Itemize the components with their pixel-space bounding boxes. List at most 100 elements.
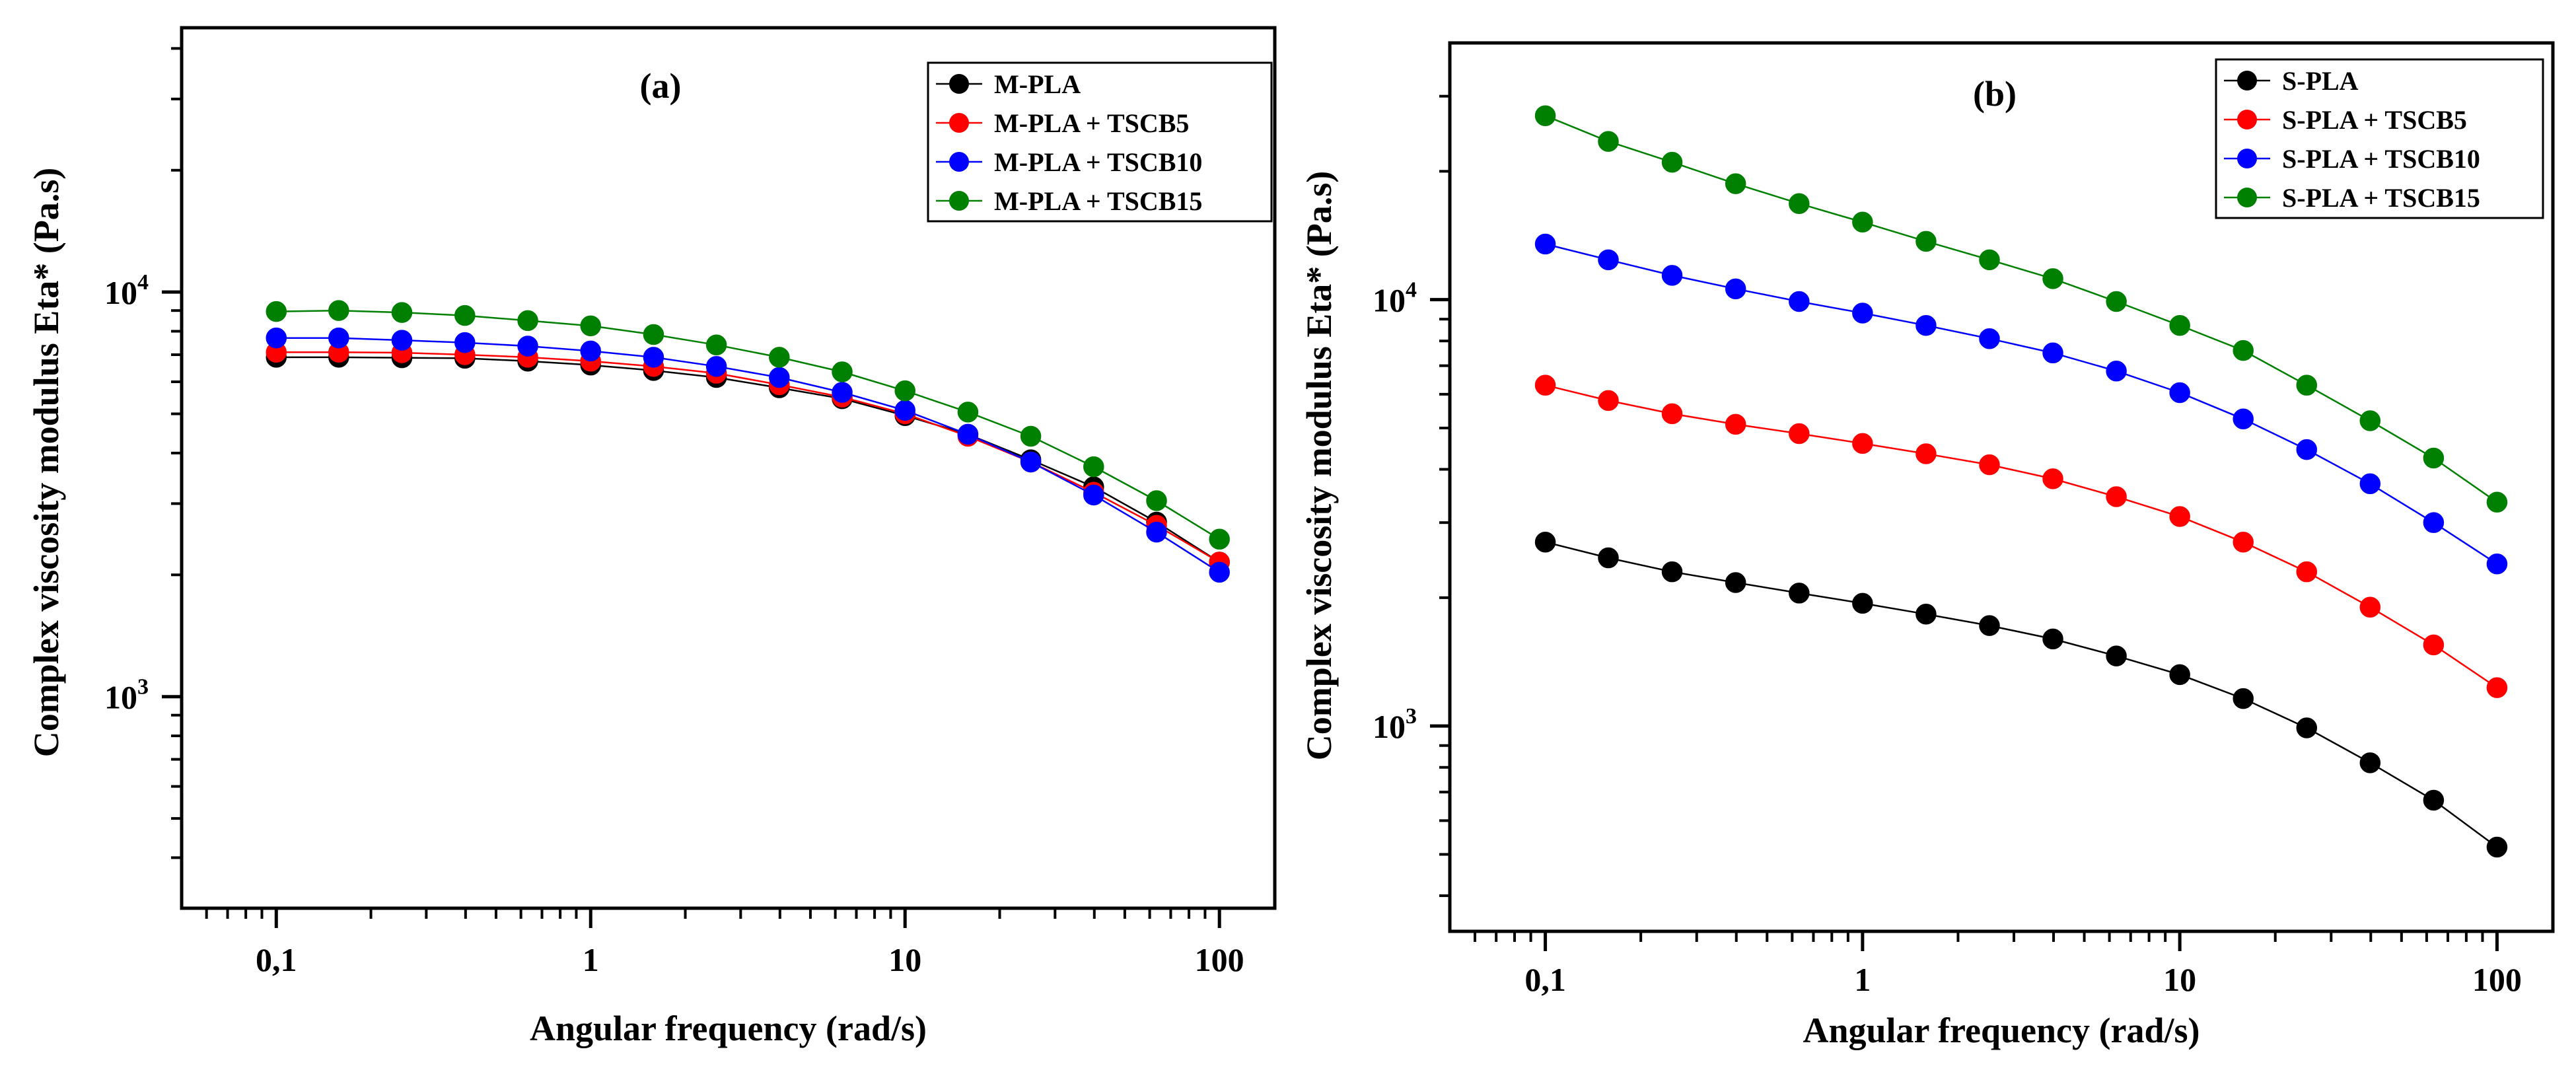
data-point (832, 382, 853, 403)
data-point (705, 355, 727, 377)
data-point (2106, 291, 2127, 312)
data-point (1725, 173, 1746, 194)
series-m-pla-tscb5 (266, 341, 1230, 573)
series-s-pla-tscb10 (1534, 233, 2508, 575)
data-point (1915, 604, 1937, 625)
data-point (1915, 314, 1937, 336)
data-point (266, 301, 287, 322)
x-tick-label: 10 (2163, 961, 2196, 998)
data-point (2296, 717, 2318, 738)
y-tick-mantissa: 10 (104, 274, 137, 311)
data-point (769, 367, 790, 388)
data-point (1534, 375, 1556, 396)
data-point (2423, 512, 2445, 533)
legend-box (2215, 58, 2544, 219)
data-point (1661, 403, 1683, 425)
data-point (1725, 413, 1746, 435)
data-point (2359, 410, 2381, 431)
data-point (1789, 193, 1810, 214)
data-point (1598, 547, 1619, 569)
data-point (1083, 456, 1104, 478)
y-minor-ticks (1439, 94, 1450, 898)
data-point (1789, 291, 1810, 312)
data-point (1852, 303, 1873, 324)
data-point (2296, 439, 2318, 460)
series-s-pla-tscb15 (1534, 105, 2508, 513)
legend-label: M-PLA (994, 69, 1081, 99)
panel-tag: (a) (640, 66, 682, 106)
x-minor-ticks (205, 908, 1207, 919)
data-point (2233, 688, 2254, 709)
x-minor-ticks (1474, 931, 2484, 942)
series-line (1545, 115, 2498, 503)
data-point (1209, 561, 1230, 583)
x-tick-label: 100 (2472, 961, 2522, 998)
y-axis-title: Complex viscosity modulus Eta* (Pa.s) (1299, 171, 1339, 761)
data-point (2233, 531, 2254, 553)
data-point (2042, 628, 2063, 650)
data-point (1661, 265, 1683, 286)
legend-marker (2237, 110, 2257, 129)
data-point (2106, 486, 2127, 507)
data-point (957, 423, 979, 445)
data-point (1598, 249, 1619, 271)
y-tick-exponent: 4 (1406, 278, 1417, 303)
series-line (1545, 384, 2498, 689)
data-point (2106, 645, 2127, 666)
y-tick-label: 104 (1373, 278, 1417, 319)
data-point (2359, 752, 2381, 773)
data-point (1598, 390, 1619, 412)
x-tick-label: 10 (888, 941, 921, 978)
data-point (1020, 425, 1042, 447)
data-point (894, 380, 915, 402)
y-tick-exponent: 3 (137, 675, 149, 699)
data-point (2233, 340, 2254, 361)
data-point (1979, 249, 2000, 271)
plot-frame (1448, 41, 2555, 933)
data-point (2486, 491, 2508, 513)
data-point (2423, 447, 2445, 469)
data-point (2169, 314, 2190, 336)
data-point (1083, 484, 1104, 506)
legend-marker (949, 74, 969, 94)
data-point (2296, 375, 2318, 396)
data-point (2486, 677, 2508, 698)
y-tick-mantissa: 10 (104, 679, 137, 716)
y-tick-label: 103 (1373, 704, 1417, 745)
legend: M-PLA M-PLA + TSCB5 M-PLA + TSCB10 M-PLA + … (927, 61, 1273, 223)
legend-marker (2237, 71, 2257, 90)
data-point (1598, 131, 1619, 152)
series-line (1545, 541, 2498, 848)
data-point (1979, 615, 2000, 636)
data-point (1725, 278, 1746, 300)
x-tick-label: 100 (1195, 941, 1244, 978)
data-point (2169, 664, 2190, 686)
x-tick-label: 1 (1854, 961, 1871, 998)
data-point (2233, 408, 2254, 430)
data-point (1146, 490, 1167, 511)
legend-marker (949, 191, 969, 211)
legend-label: S-PLA + TSCB15 (2282, 183, 2480, 213)
legend-label: S-PLA + TSCB10 (2282, 144, 2480, 174)
data-point (1661, 151, 1683, 173)
legend-label: S-PLA (2282, 66, 2359, 96)
data-point (517, 310, 538, 332)
data-point (328, 300, 349, 321)
series-s-pla-tscb5 (1534, 375, 2508, 698)
series-line (276, 351, 1220, 563)
data-point (2169, 506, 2190, 527)
data-point (1661, 561, 1683, 583)
series-line (1545, 243, 2498, 565)
data-point (643, 347, 664, 368)
data-point (1146, 521, 1167, 543)
x-tick-label: 1 (583, 941, 599, 978)
legend-label: M-PLA + TSCB5 (994, 108, 1189, 138)
data-point (2359, 473, 2381, 495)
data-point (769, 347, 790, 368)
data-point (2486, 836, 2508, 858)
data-point (1209, 528, 1230, 550)
data-point (1020, 451, 1042, 473)
